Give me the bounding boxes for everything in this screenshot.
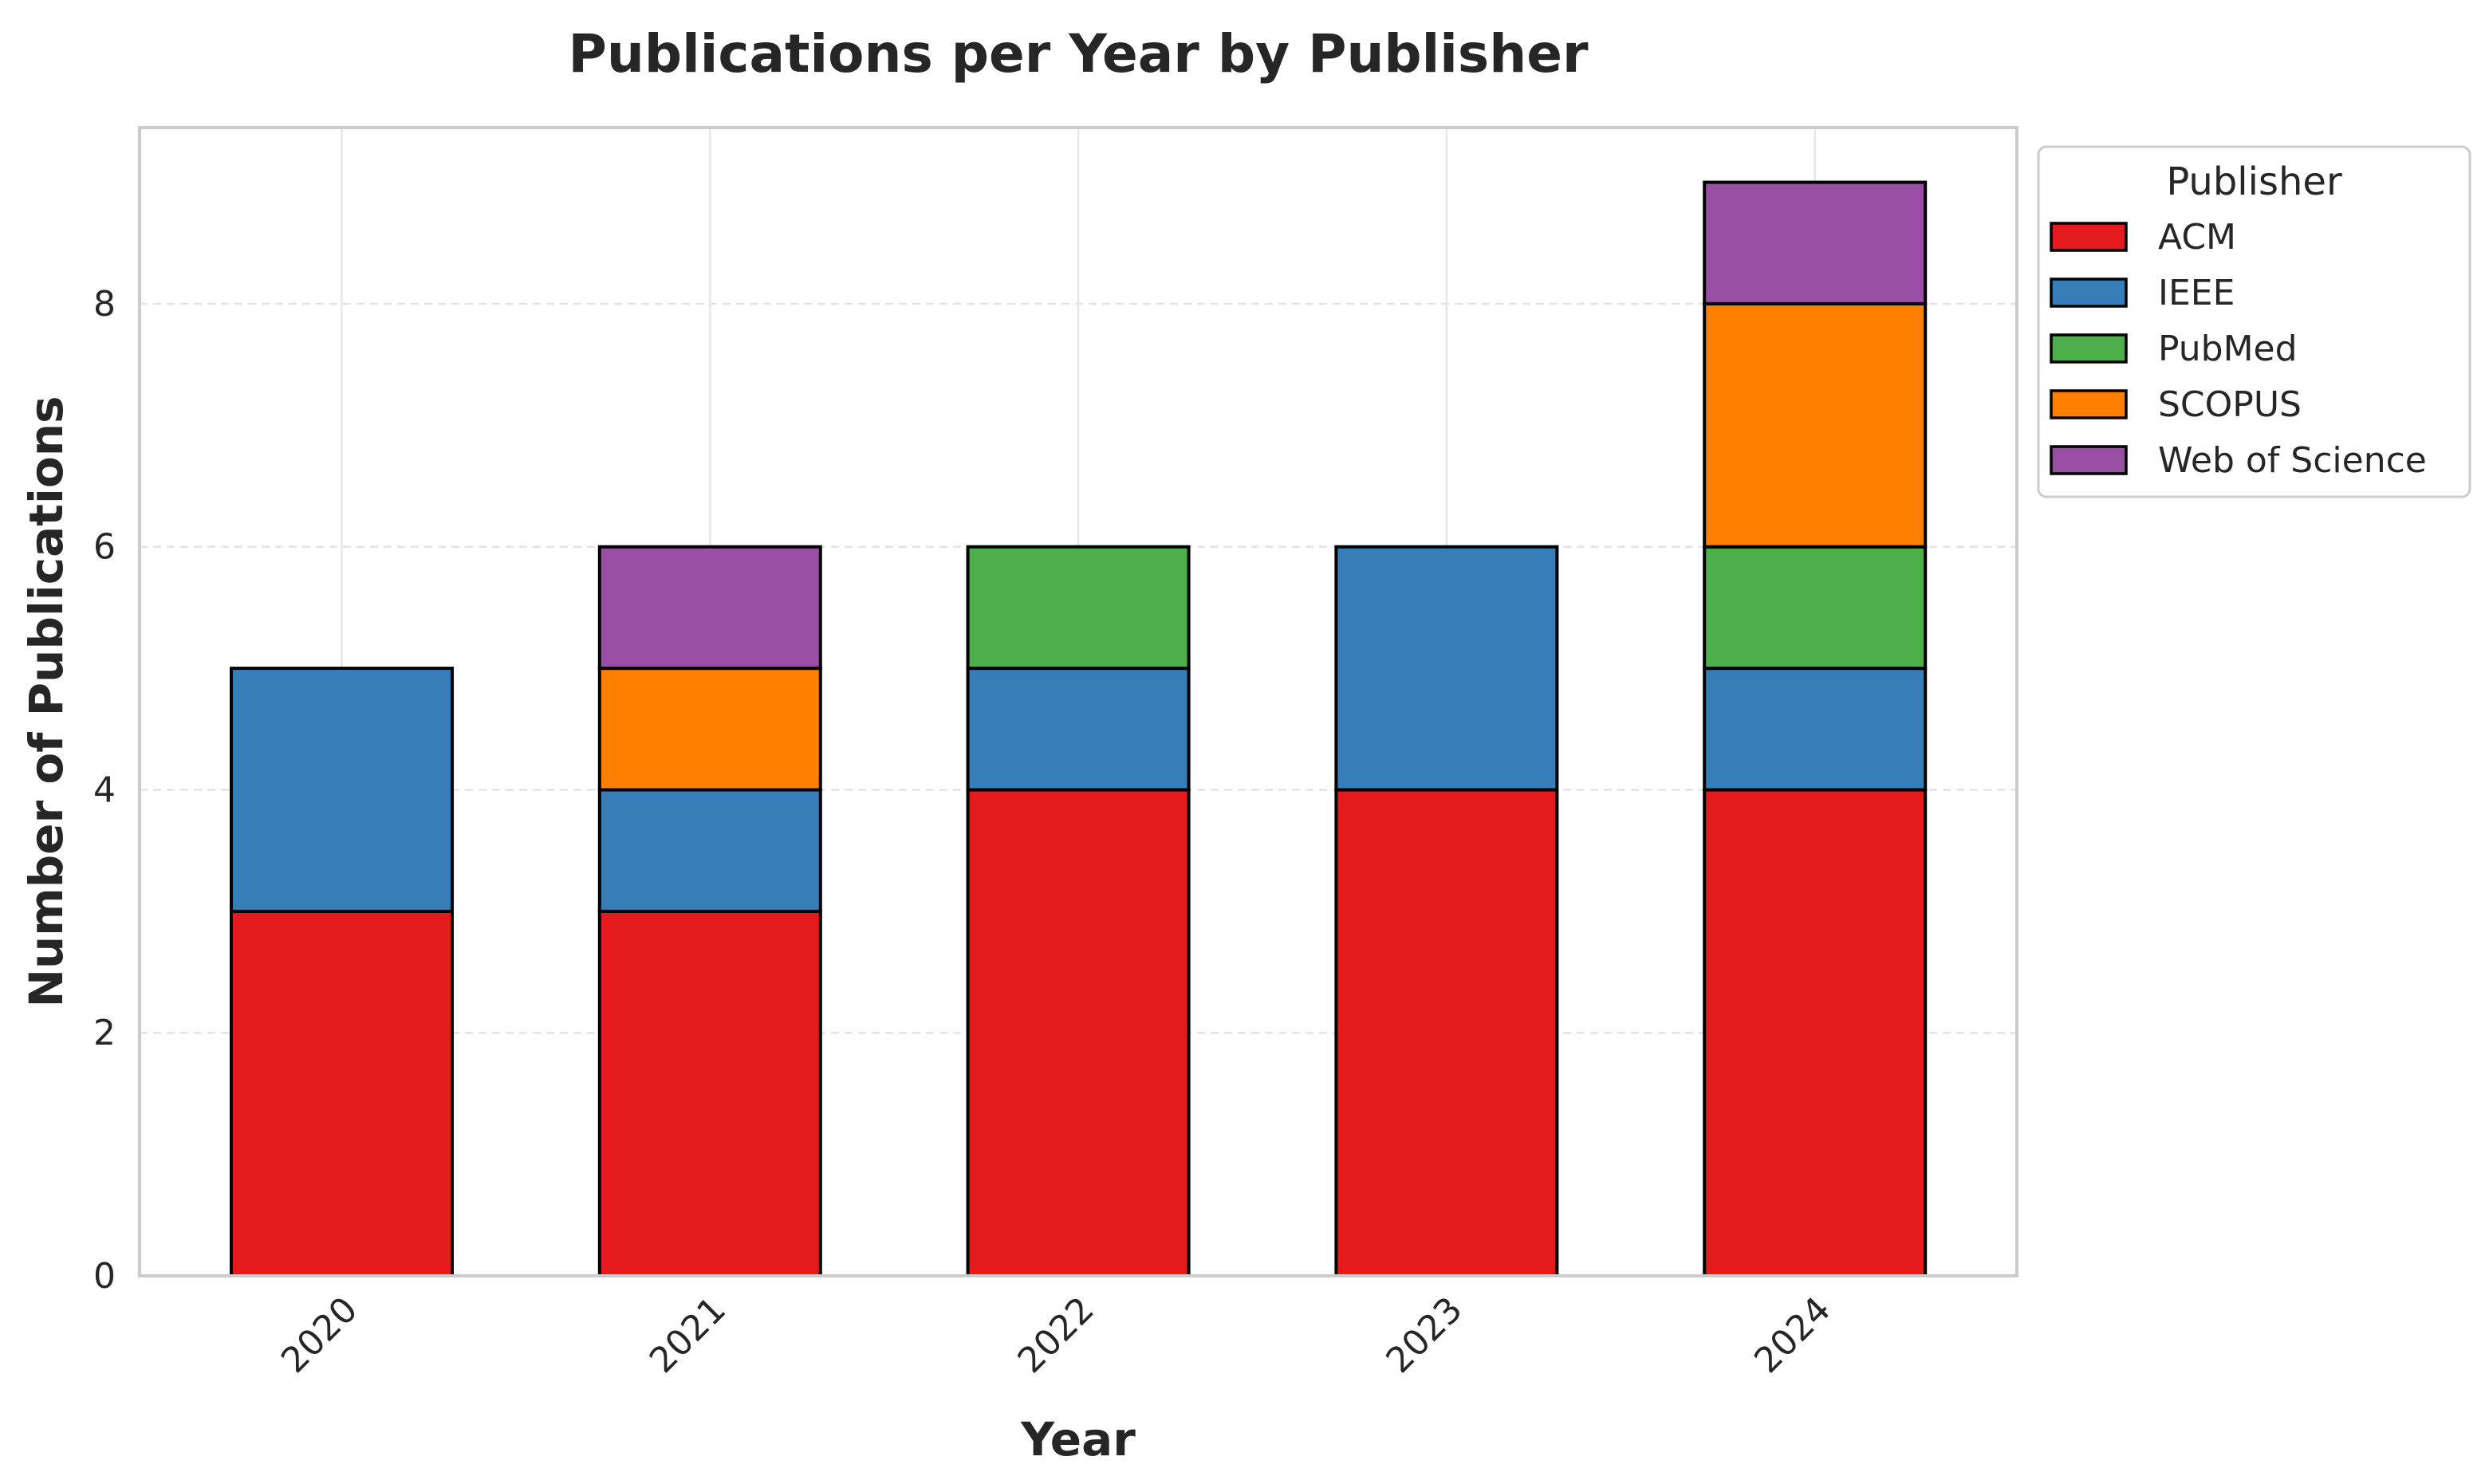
bars: [230, 180, 1928, 1278]
bar-segment: [1334, 545, 1559, 792]
bar-segment: [597, 545, 822, 671]
bar-segment: [1703, 180, 1928, 305]
bar-segment: [597, 788, 822, 913]
legend-label: SCOPUS: [2158, 384, 2302, 425]
bar-segment: [1703, 788, 1928, 1277]
x-tick-label: 2024: [1747, 1289, 1838, 1381]
bar-segment: [597, 909, 822, 1278]
y-axis-label: Number of Publications: [19, 396, 73, 1007]
bar-segment: [1703, 301, 1928, 549]
x-tick-label: 2020: [274, 1289, 365, 1381]
bar-segment: [966, 788, 1191, 1277]
bar-segment: [230, 909, 454, 1278]
legend-title: Publisher: [2166, 159, 2342, 204]
x-tick-label: 2021: [642, 1289, 734, 1381]
x-tick-label: 2022: [1010, 1289, 1102, 1381]
y-tick-label: 4: [93, 770, 116, 810]
legend-label: IEEE: [2158, 273, 2235, 313]
y-axis-ticks: 0 2 4 6 8: [93, 284, 116, 1297]
y-tick-label: 8: [93, 284, 116, 325]
bar-segment: [597, 667, 822, 792]
bar-segment: [966, 545, 1191, 671]
legend: Publisher ACM IEEE PubMed SCOPUS Web of Scien…: [2037, 145, 2471, 498]
y-tick-label: 0: [93, 1256, 116, 1297]
x-axis-ticks: 2020 2021 2022 2023 2024: [274, 1289, 1838, 1381]
bar-segment: [1703, 545, 1928, 671]
y-tick-label: 6: [93, 527, 116, 568]
x-axis-label: Year: [1020, 1412, 1136, 1466]
bar-segment: [1703, 667, 1928, 792]
legend-swatch: [2050, 445, 2128, 475]
plot-area-frame: [138, 126, 2018, 1277]
legend-label: ACM: [2158, 217, 2236, 258]
legend-swatch: [2050, 333, 2128, 364]
bar-segment: [1334, 788, 1559, 1277]
bar-segment: [966, 667, 1191, 792]
legend-swatch: [2050, 278, 2128, 308]
x-tick-label: 2023: [1378, 1289, 1470, 1381]
legend-swatch: [2050, 222, 2128, 252]
y-tick-label: 2: [93, 1013, 116, 1053]
legend-label: PubMed: [2158, 329, 2298, 369]
legend-swatch: [2050, 389, 2128, 419]
legend-frame: [2037, 145, 2471, 498]
chart-title: Publications per Year by Publisher: [568, 23, 1588, 85]
legend-label: Web of Science: [2158, 440, 2427, 481]
bar-segment: [230, 667, 454, 913]
